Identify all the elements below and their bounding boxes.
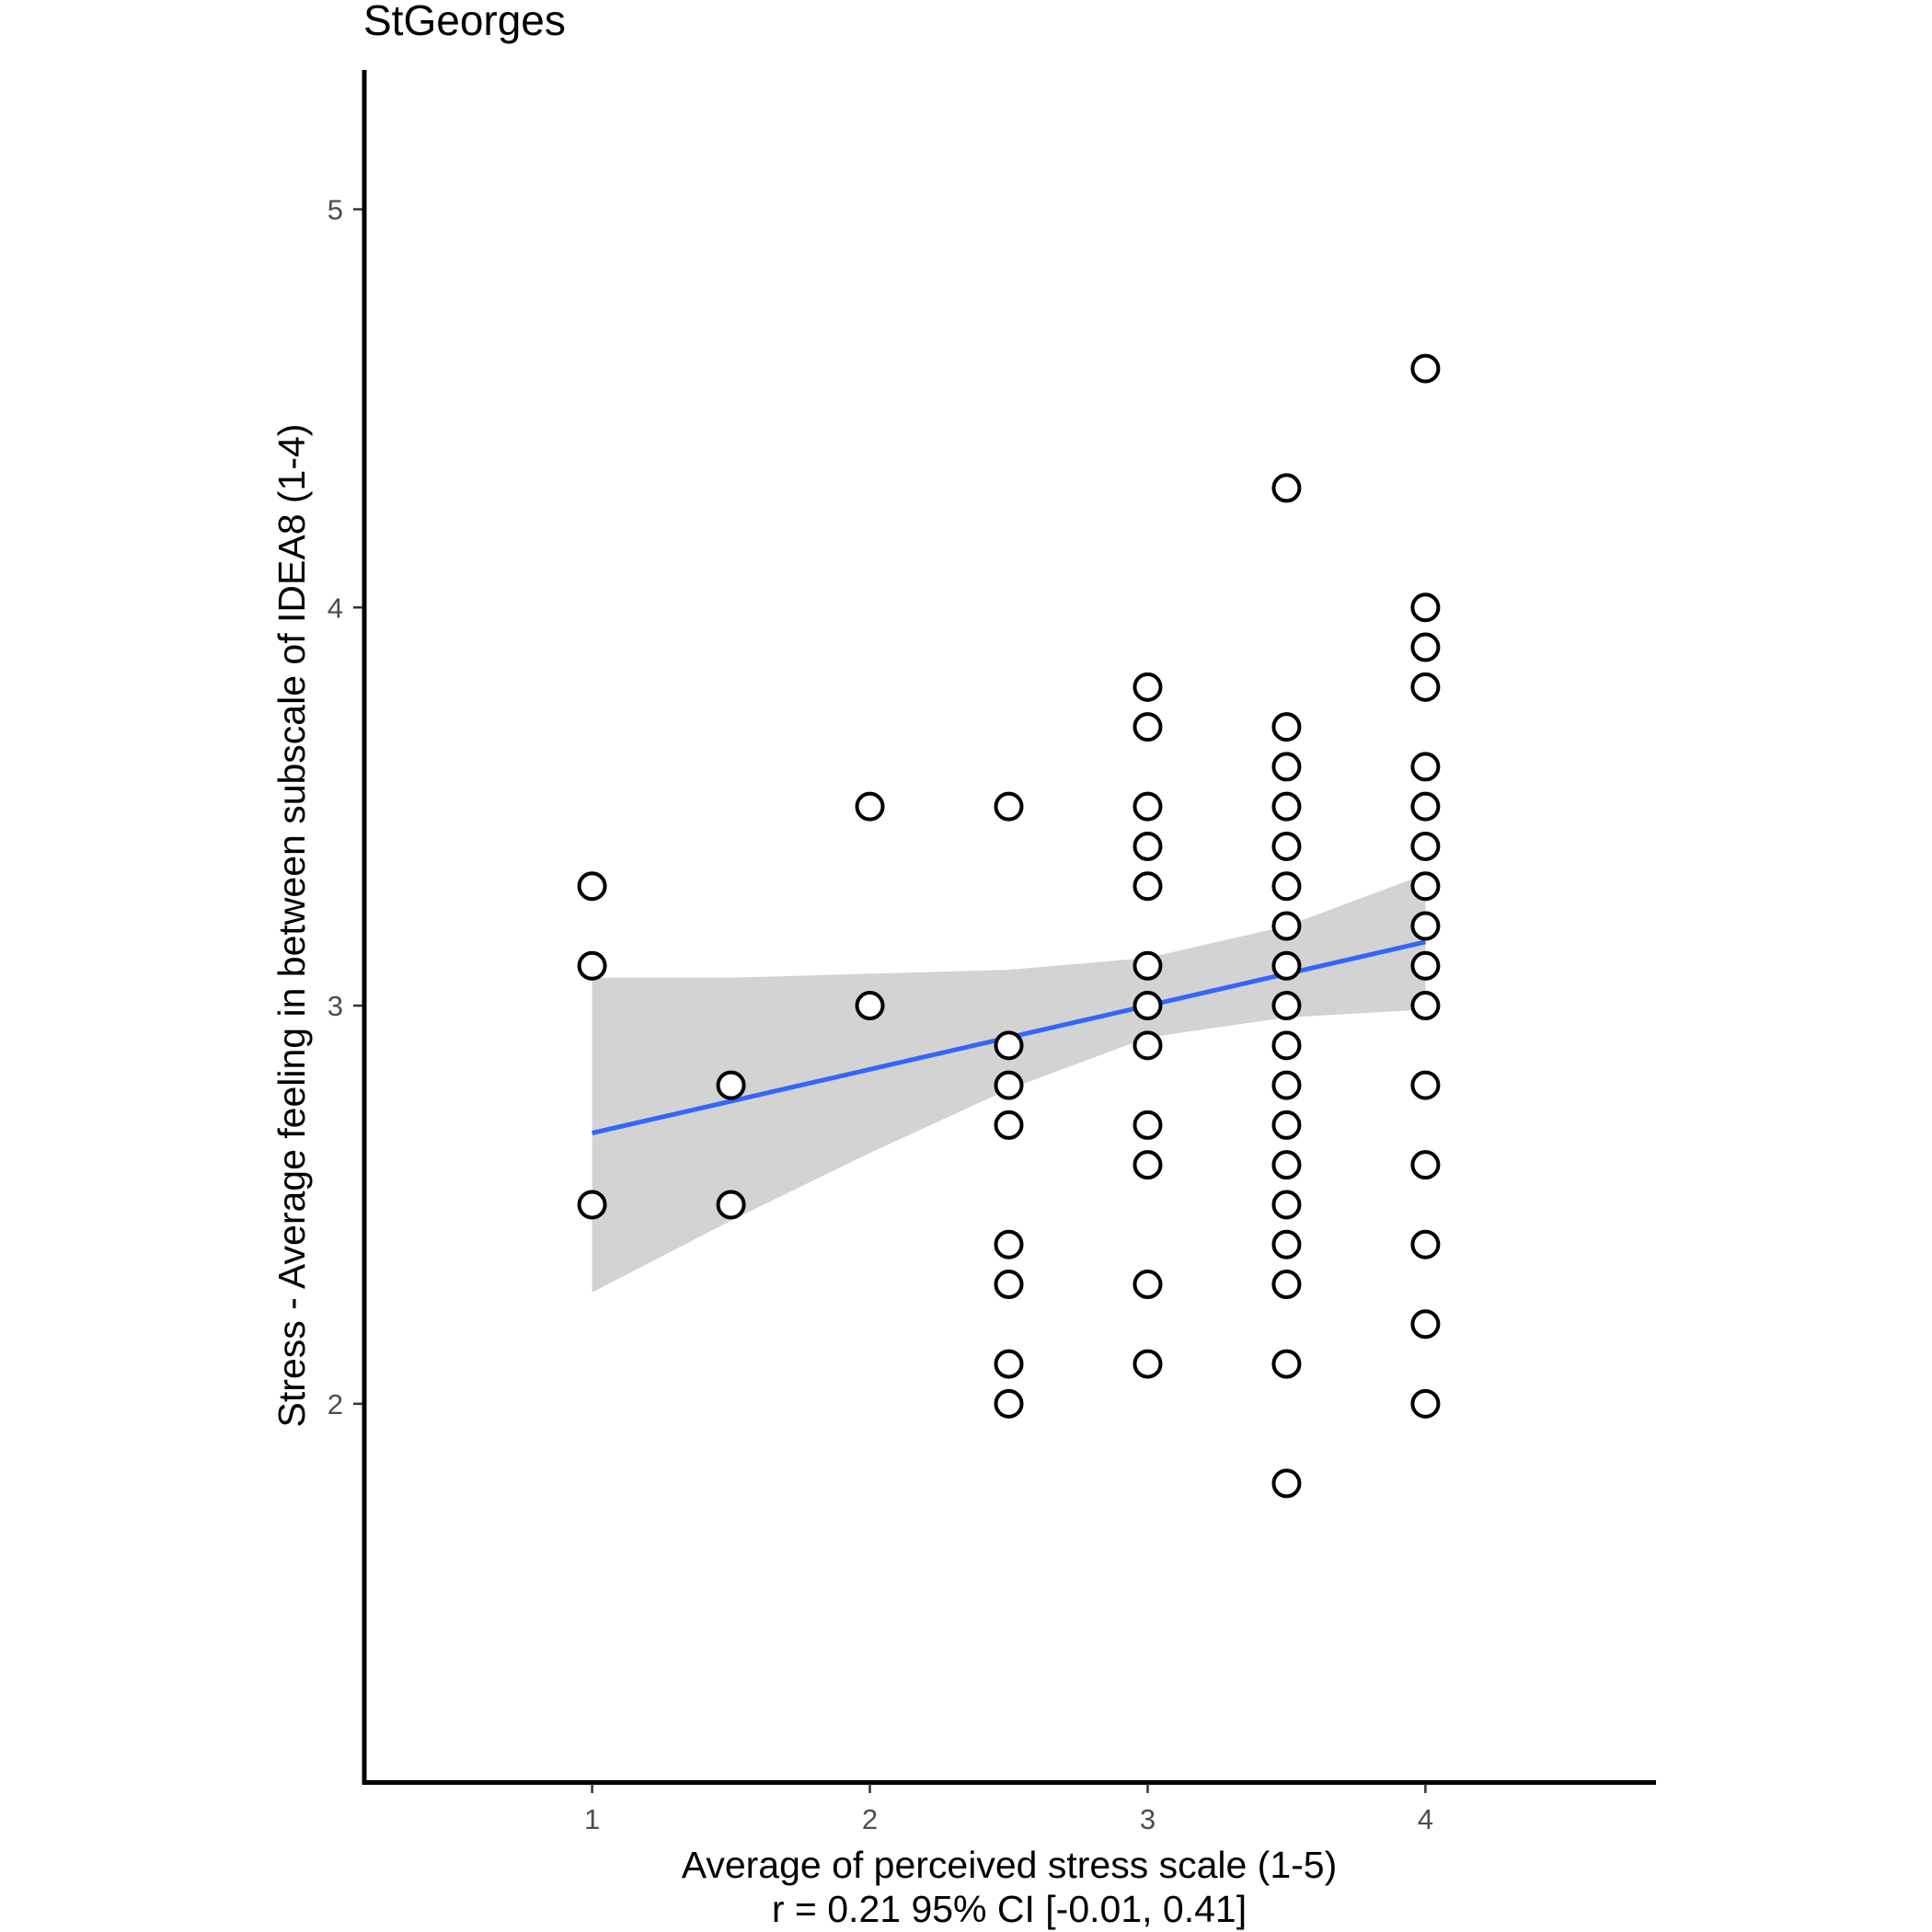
data-point xyxy=(1410,1150,1441,1180)
data-point xyxy=(1410,1388,1441,1419)
data-point xyxy=(1133,831,1163,861)
data-point xyxy=(1133,1030,1163,1061)
y-tick-label: 5 xyxy=(328,193,343,225)
data-point xyxy=(855,791,885,822)
x-axis-title: Average of perceived stress scale (1-5) xyxy=(682,1844,1338,1886)
data-point xyxy=(1271,1349,1302,1379)
x-tick-label: 1 xyxy=(584,1803,600,1835)
data-point xyxy=(1271,950,1302,981)
data-point xyxy=(994,1030,1024,1061)
x-tick-label: 3 xyxy=(1140,1803,1156,1835)
data-point xyxy=(1410,1229,1441,1259)
data-point xyxy=(1133,672,1163,702)
data-point xyxy=(1271,1190,1302,1220)
data-point xyxy=(1133,1349,1163,1379)
data-point xyxy=(1133,871,1163,902)
data-point xyxy=(1410,632,1441,662)
data-point xyxy=(994,1110,1024,1140)
y-ticks-layer: 2 3 4 5 xyxy=(328,193,362,1420)
data-point xyxy=(1410,911,1441,941)
data-point xyxy=(577,950,607,981)
data-point xyxy=(1271,752,1302,782)
data-point xyxy=(1410,950,1441,981)
chart-title: StGeorges xyxy=(363,0,566,44)
y-tick-label: 2 xyxy=(328,1388,343,1420)
data-point xyxy=(716,1070,746,1100)
x-ticks-layer: 1 2 3 4 xyxy=(584,1784,1433,1835)
data-point xyxy=(1410,991,1441,1021)
data-point xyxy=(1410,1309,1441,1340)
data-point xyxy=(716,1190,746,1220)
data-point xyxy=(994,791,1024,822)
axes-layer xyxy=(362,70,1656,1785)
data-point xyxy=(1271,911,1302,941)
data-point xyxy=(994,1070,1024,1100)
y-tick-label: 4 xyxy=(328,592,343,624)
data-point xyxy=(1271,831,1302,861)
data-point xyxy=(994,1388,1024,1419)
data-point xyxy=(994,1270,1024,1300)
data-point xyxy=(1271,1070,1302,1100)
data-point xyxy=(1133,1270,1163,1300)
data-point xyxy=(1271,991,1302,1021)
x-axis-subtitle: r = 0.21 95% CI [-0.01, 0.41] xyxy=(772,1888,1247,1930)
data-points-layer xyxy=(577,353,1441,1499)
data-point xyxy=(1271,1150,1302,1180)
data-point xyxy=(1133,1110,1163,1140)
y-tick-label: 3 xyxy=(328,990,343,1022)
data-point xyxy=(1271,473,1302,503)
data-point xyxy=(1133,712,1163,742)
y-axis-title: Stress - Average feeling in between subs… xyxy=(270,424,313,1428)
data-point xyxy=(994,1349,1024,1379)
data-point xyxy=(1271,1229,1302,1259)
data-point xyxy=(577,1190,607,1220)
data-point xyxy=(1410,791,1441,822)
data-point xyxy=(1271,712,1302,742)
data-point xyxy=(1271,791,1302,822)
data-point xyxy=(1133,950,1163,981)
x-tick-label: 2 xyxy=(862,1803,878,1835)
x-tick-label: 4 xyxy=(1418,1803,1433,1835)
data-point xyxy=(577,871,607,902)
data-point xyxy=(1271,1270,1302,1300)
data-point xyxy=(994,1229,1024,1259)
data-point xyxy=(1271,871,1302,902)
data-point xyxy=(1133,1150,1163,1180)
data-point xyxy=(1271,1468,1302,1499)
data-point xyxy=(1133,791,1163,822)
data-point xyxy=(1133,991,1163,1021)
data-point xyxy=(1410,672,1441,702)
data-point xyxy=(1410,752,1441,782)
data-point xyxy=(1410,831,1441,861)
data-point xyxy=(855,991,885,1021)
data-point xyxy=(1271,1110,1302,1140)
data-point xyxy=(1410,871,1441,902)
data-point xyxy=(1410,353,1441,384)
data-point xyxy=(1410,592,1441,623)
data-point xyxy=(1410,1070,1441,1100)
data-point xyxy=(1271,1030,1302,1061)
